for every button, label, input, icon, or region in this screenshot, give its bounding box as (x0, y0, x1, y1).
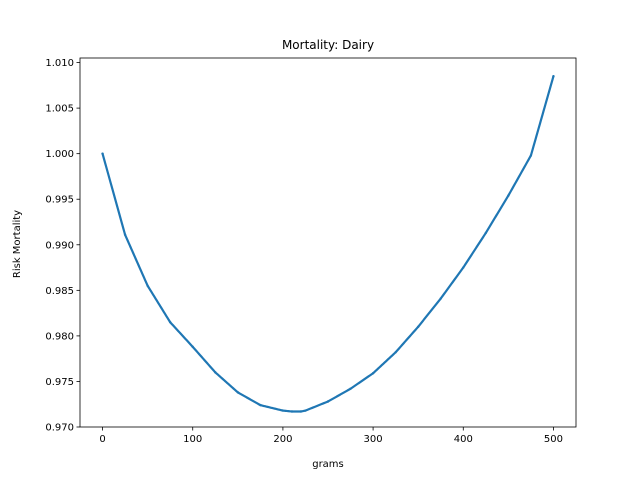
data-point (299, 410, 303, 413)
data-point (349, 387, 352, 390)
y-tick-label: 0.975 (45, 377, 74, 388)
data-point (236, 391, 240, 394)
y-tick-label: 0.990 (45, 240, 74, 251)
x-tick-label: 100 (183, 434, 202, 445)
x-axis-label: grams (312, 459, 344, 470)
data-point (259, 403, 262, 407)
data-point (290, 410, 294, 413)
x-tick-label: 200 (273, 434, 292, 445)
data-point (191, 345, 194, 349)
data-point (326, 400, 330, 403)
y-axis-label: Risk Mortality (12, 210, 23, 278)
data-point (168, 321, 172, 324)
data-point (146, 284, 149, 287)
data-point (281, 409, 285, 412)
y-tick-label: 1.005 (45, 104, 74, 115)
y-tick-label: 1.010 (45, 58, 74, 69)
y-tick-label: 0.995 (45, 195, 74, 206)
y-tick-label: 1.000 (45, 149, 74, 160)
data-point (462, 266, 465, 269)
y-tick-label: 0.980 (45, 331, 74, 342)
series-line (101, 75, 555, 413)
data-point (394, 351, 397, 354)
data-point (416, 325, 420, 328)
axes-frame (79, 57, 577, 428)
y-tick-label: 0.985 (45, 286, 74, 297)
x-tick-label: 0 (99, 434, 105, 445)
data-point (371, 372, 375, 375)
chart-title: Mortality: Dairy (282, 38, 374, 52)
x-tick-label: 300 (364, 434, 383, 445)
y-tick-label: 0.970 (45, 423, 74, 434)
data-point (123, 233, 127, 236)
data-point (439, 297, 442, 300)
data-point (484, 231, 488, 235)
plot-area: 0 100 200 300 400 500 0.970 0.975 0.980 0.985 0.99… (45, 57, 577, 445)
data-point (507, 194, 510, 197)
data-point (304, 409, 307, 412)
data-point (101, 152, 104, 155)
data-point (552, 75, 555, 78)
data-point (214, 371, 217, 374)
x-tick-label: 400 (454, 434, 473, 445)
data-point (529, 154, 533, 157)
x-tick-label: 500 (544, 434, 563, 445)
